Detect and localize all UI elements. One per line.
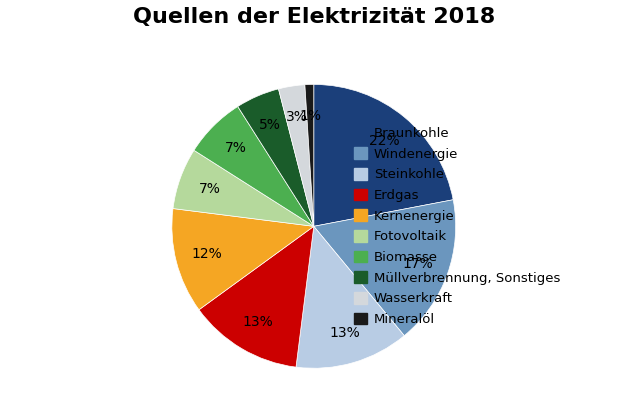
Wedge shape (314, 84, 453, 226)
Wedge shape (238, 89, 314, 226)
Legend: Braunkohle, Windenergie, Steinkohle, Erdgas, Kernenergie, Fotovoltaik, Biomasse,: Braunkohle, Windenergie, Steinkohle, Erd… (350, 123, 564, 330)
Text: 17%: 17% (403, 257, 433, 271)
Wedge shape (278, 85, 314, 226)
Wedge shape (305, 84, 314, 226)
Wedge shape (173, 150, 314, 226)
Text: 7%: 7% (224, 141, 246, 155)
Wedge shape (296, 226, 404, 368)
Text: 13%: 13% (329, 326, 360, 340)
Text: 5%: 5% (259, 118, 281, 132)
Text: 22%: 22% (369, 134, 399, 148)
Text: 1%: 1% (299, 109, 321, 123)
Wedge shape (194, 107, 314, 226)
Wedge shape (172, 209, 314, 310)
Wedge shape (199, 226, 314, 367)
Text: 13%: 13% (242, 315, 273, 328)
Title: Quellen der Elektrizität 2018: Quellen der Elektrizität 2018 (133, 7, 495, 27)
Wedge shape (314, 200, 455, 336)
Text: 12%: 12% (191, 247, 222, 261)
Text: 3%: 3% (285, 110, 307, 124)
Text: 7%: 7% (198, 182, 220, 196)
